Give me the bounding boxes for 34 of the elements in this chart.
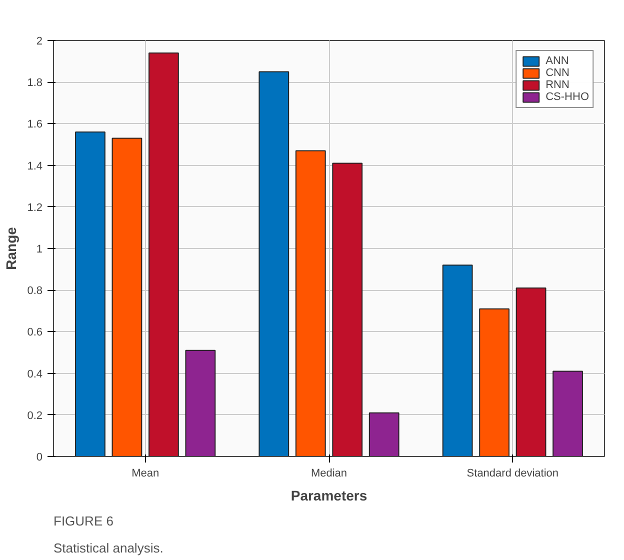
bar (148, 52, 179, 456)
bar (442, 264, 473, 456)
bar (185, 350, 216, 456)
x-tick-label: Median (310, 468, 348, 480)
bar (516, 288, 546, 456)
text: Statistical analysis. (54, 540, 164, 556)
legend-label: RNN (546, 79, 570, 91)
y-axis-title: Range (3, 226, 20, 270)
x-tick-label: Standard deviation (466, 468, 559, 480)
y-tick-label: 0.8 (27, 285, 43, 298)
bar (112, 138, 142, 456)
legend-label: CNN (546, 67, 570, 79)
y-tick-label: 1.4 (27, 160, 43, 172)
caption: FIGURE 6 (54, 514, 114, 528)
y-tick-label: 0 (36, 452, 43, 464)
legend-label: ANN (546, 55, 569, 67)
bar (332, 162, 363, 456)
y-tick-label: 0.6 (27, 326, 43, 339)
y-tick-label: 1.2 (27, 202, 43, 214)
x-tick-label: Mean (132, 468, 160, 480)
y-tick-label: 1.8 (27, 77, 43, 90)
bar (479, 308, 510, 456)
y-tick-label: 1.6 (27, 118, 43, 131)
legend-label: CS-HHO (546, 91, 589, 103)
bar (75, 132, 106, 456)
bar (552, 370, 583, 456)
bar (295, 150, 326, 456)
y-tick-label: 2 (36, 36, 43, 48)
bar (368, 412, 400, 456)
x-axis-title: Parameters (290, 488, 368, 504)
y-tick-label: 1 (36, 244, 43, 256)
y-tick-label: 0.2 (27, 410, 43, 422)
bar (258, 71, 290, 456)
y-tick-label: 0.4 (27, 368, 43, 380)
